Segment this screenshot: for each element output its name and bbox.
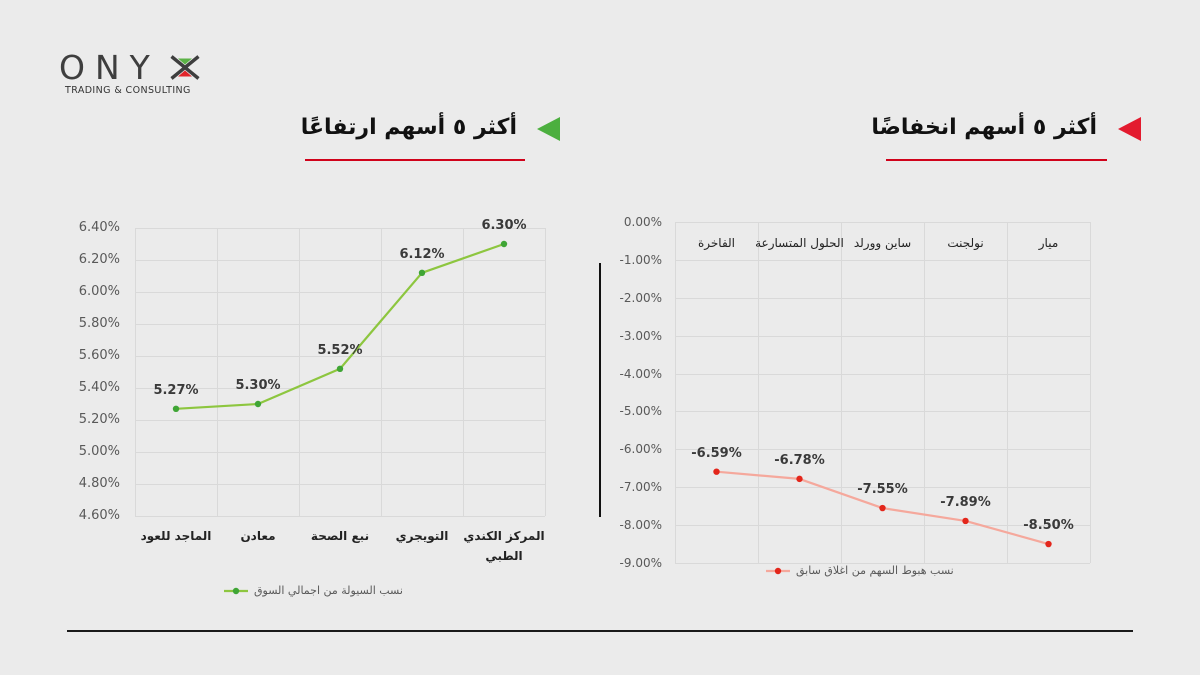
- data-label: -8.50%: [1023, 518, 1074, 534]
- losers-triangle-icon: [1118, 117, 1141, 141]
- logo-wordmark: ONY: [59, 48, 160, 87]
- data-point: [879, 504, 886, 512]
- y-tick-label: -6.00%: [619, 442, 662, 457]
- gainers-triangle-icon: [537, 117, 560, 141]
- data-point: [1045, 540, 1052, 548]
- losers-heading: أكثر ٥ أسهم انخفاضًا: [871, 115, 1097, 140]
- data-label: 5.30%: [235, 378, 281, 393]
- data-point: [418, 269, 426, 276]
- y-tick-label: -9.00%: [619, 556, 662, 570]
- category-label: معادن: [240, 529, 276, 543]
- category-label: نولجنت: [947, 236, 984, 250]
- data-point: [796, 475, 803, 483]
- y-tick-label: 0.00%: [623, 215, 662, 229]
- data-label: 5.52%: [317, 342, 363, 358]
- gainers-heading-underline: [305, 159, 525, 161]
- category-label: الماجد للعود: [140, 529, 212, 543]
- category-label: ساين وورلد: [853, 236, 912, 250]
- data-point: [254, 400, 262, 408]
- y-tick-label: 4.60%: [78, 508, 120, 523]
- y-tick-label: 6.00%: [78, 284, 120, 299]
- gainers-line-chart: 6.40% 6.20% 6.00% 5.80% 5.60% 5.40% 5.20% 5.00%…: [60, 205, 560, 615]
- legend-label: نسب هبوط السهم من اغلاق سابق: [796, 564, 954, 577]
- vertical-divider: [599, 263, 601, 517]
- category-label: المركز الكندي الطبي: [463, 529, 545, 563]
- legend-label: نسب السيولة من اجمالي السوق: [254, 584, 403, 597]
- bottom-rule: [67, 630, 1133, 632]
- y-tick-label: 6.20%: [78, 252, 120, 267]
- y-tick-label: 4.80%: [78, 476, 120, 491]
- y-tick-label: 5.60%: [78, 348, 120, 363]
- y-tick-label: -5.00%: [619, 404, 662, 419]
- losers-chart-svg: [675, 222, 1091, 575]
- data-point: [172, 405, 180, 412]
- y-tick-label: 6.40%: [78, 220, 120, 235]
- category-label: ميار: [1038, 236, 1059, 250]
- data-label: 5.27%: [153, 382, 199, 398]
- data-label: -7.55%: [857, 482, 908, 498]
- legend-dot: [232, 587, 240, 595]
- gainers-chart-svg: [135, 228, 546, 595]
- data-point: [336, 365, 344, 372]
- legend-marker: [766, 567, 790, 575]
- losers-heading-underline: [886, 159, 1107, 161]
- data-label: -7.89%: [940, 494, 991, 510]
- y-tick-label: -2.00%: [619, 290, 662, 305]
- gainers-heading: أكثر ٥ أسهم ارتفاعًا: [300, 115, 517, 140]
- data-point: [500, 240, 508, 248]
- legend-dot: [774, 567, 782, 575]
- legend-marker: [224, 587, 248, 595]
- data-label: -6.78%: [774, 452, 825, 468]
- y-tick-label: 5.40%: [78, 380, 120, 395]
- data-label: -6.59%: [691, 445, 742, 461]
- category-label: الحلول المتسارعة: [755, 236, 844, 250]
- y-tick-label: -3.00%: [619, 328, 662, 343]
- gridlines: [675, 222, 1091, 564]
- y-tick-label: 5.80%: [78, 316, 120, 331]
- losers-line-chart: 0.00% -1.00% -2.00% -3.00% -4.00% -5.00% -6.00…: [605, 205, 1105, 590]
- y-tick-label: 5.00%: [78, 444, 120, 459]
- data-point: [713, 468, 720, 475]
- logo-x-mark-icon: [170, 55, 200, 80]
- data-label: 6.12%: [399, 246, 445, 262]
- data-label: 6.30%: [481, 218, 527, 233]
- logo-tagline: TRADING & CONSULTING: [65, 85, 191, 96]
- y-tick-label: -1.00%: [619, 252, 662, 267]
- category-label: التويجري: [395, 529, 449, 543]
- category-label: الفاخرة: [697, 236, 736, 250]
- data-point: [962, 517, 969, 525]
- y-tick-label: 5.20%: [78, 412, 120, 427]
- gridlines: [135, 228, 546, 517]
- y-tick-label: -8.00%: [619, 518, 662, 533]
- y-tick-label: -7.00%: [619, 480, 662, 495]
- y-tick-label: -4.00%: [619, 366, 662, 381]
- category-label: نبع الصحة: [310, 529, 370, 543]
